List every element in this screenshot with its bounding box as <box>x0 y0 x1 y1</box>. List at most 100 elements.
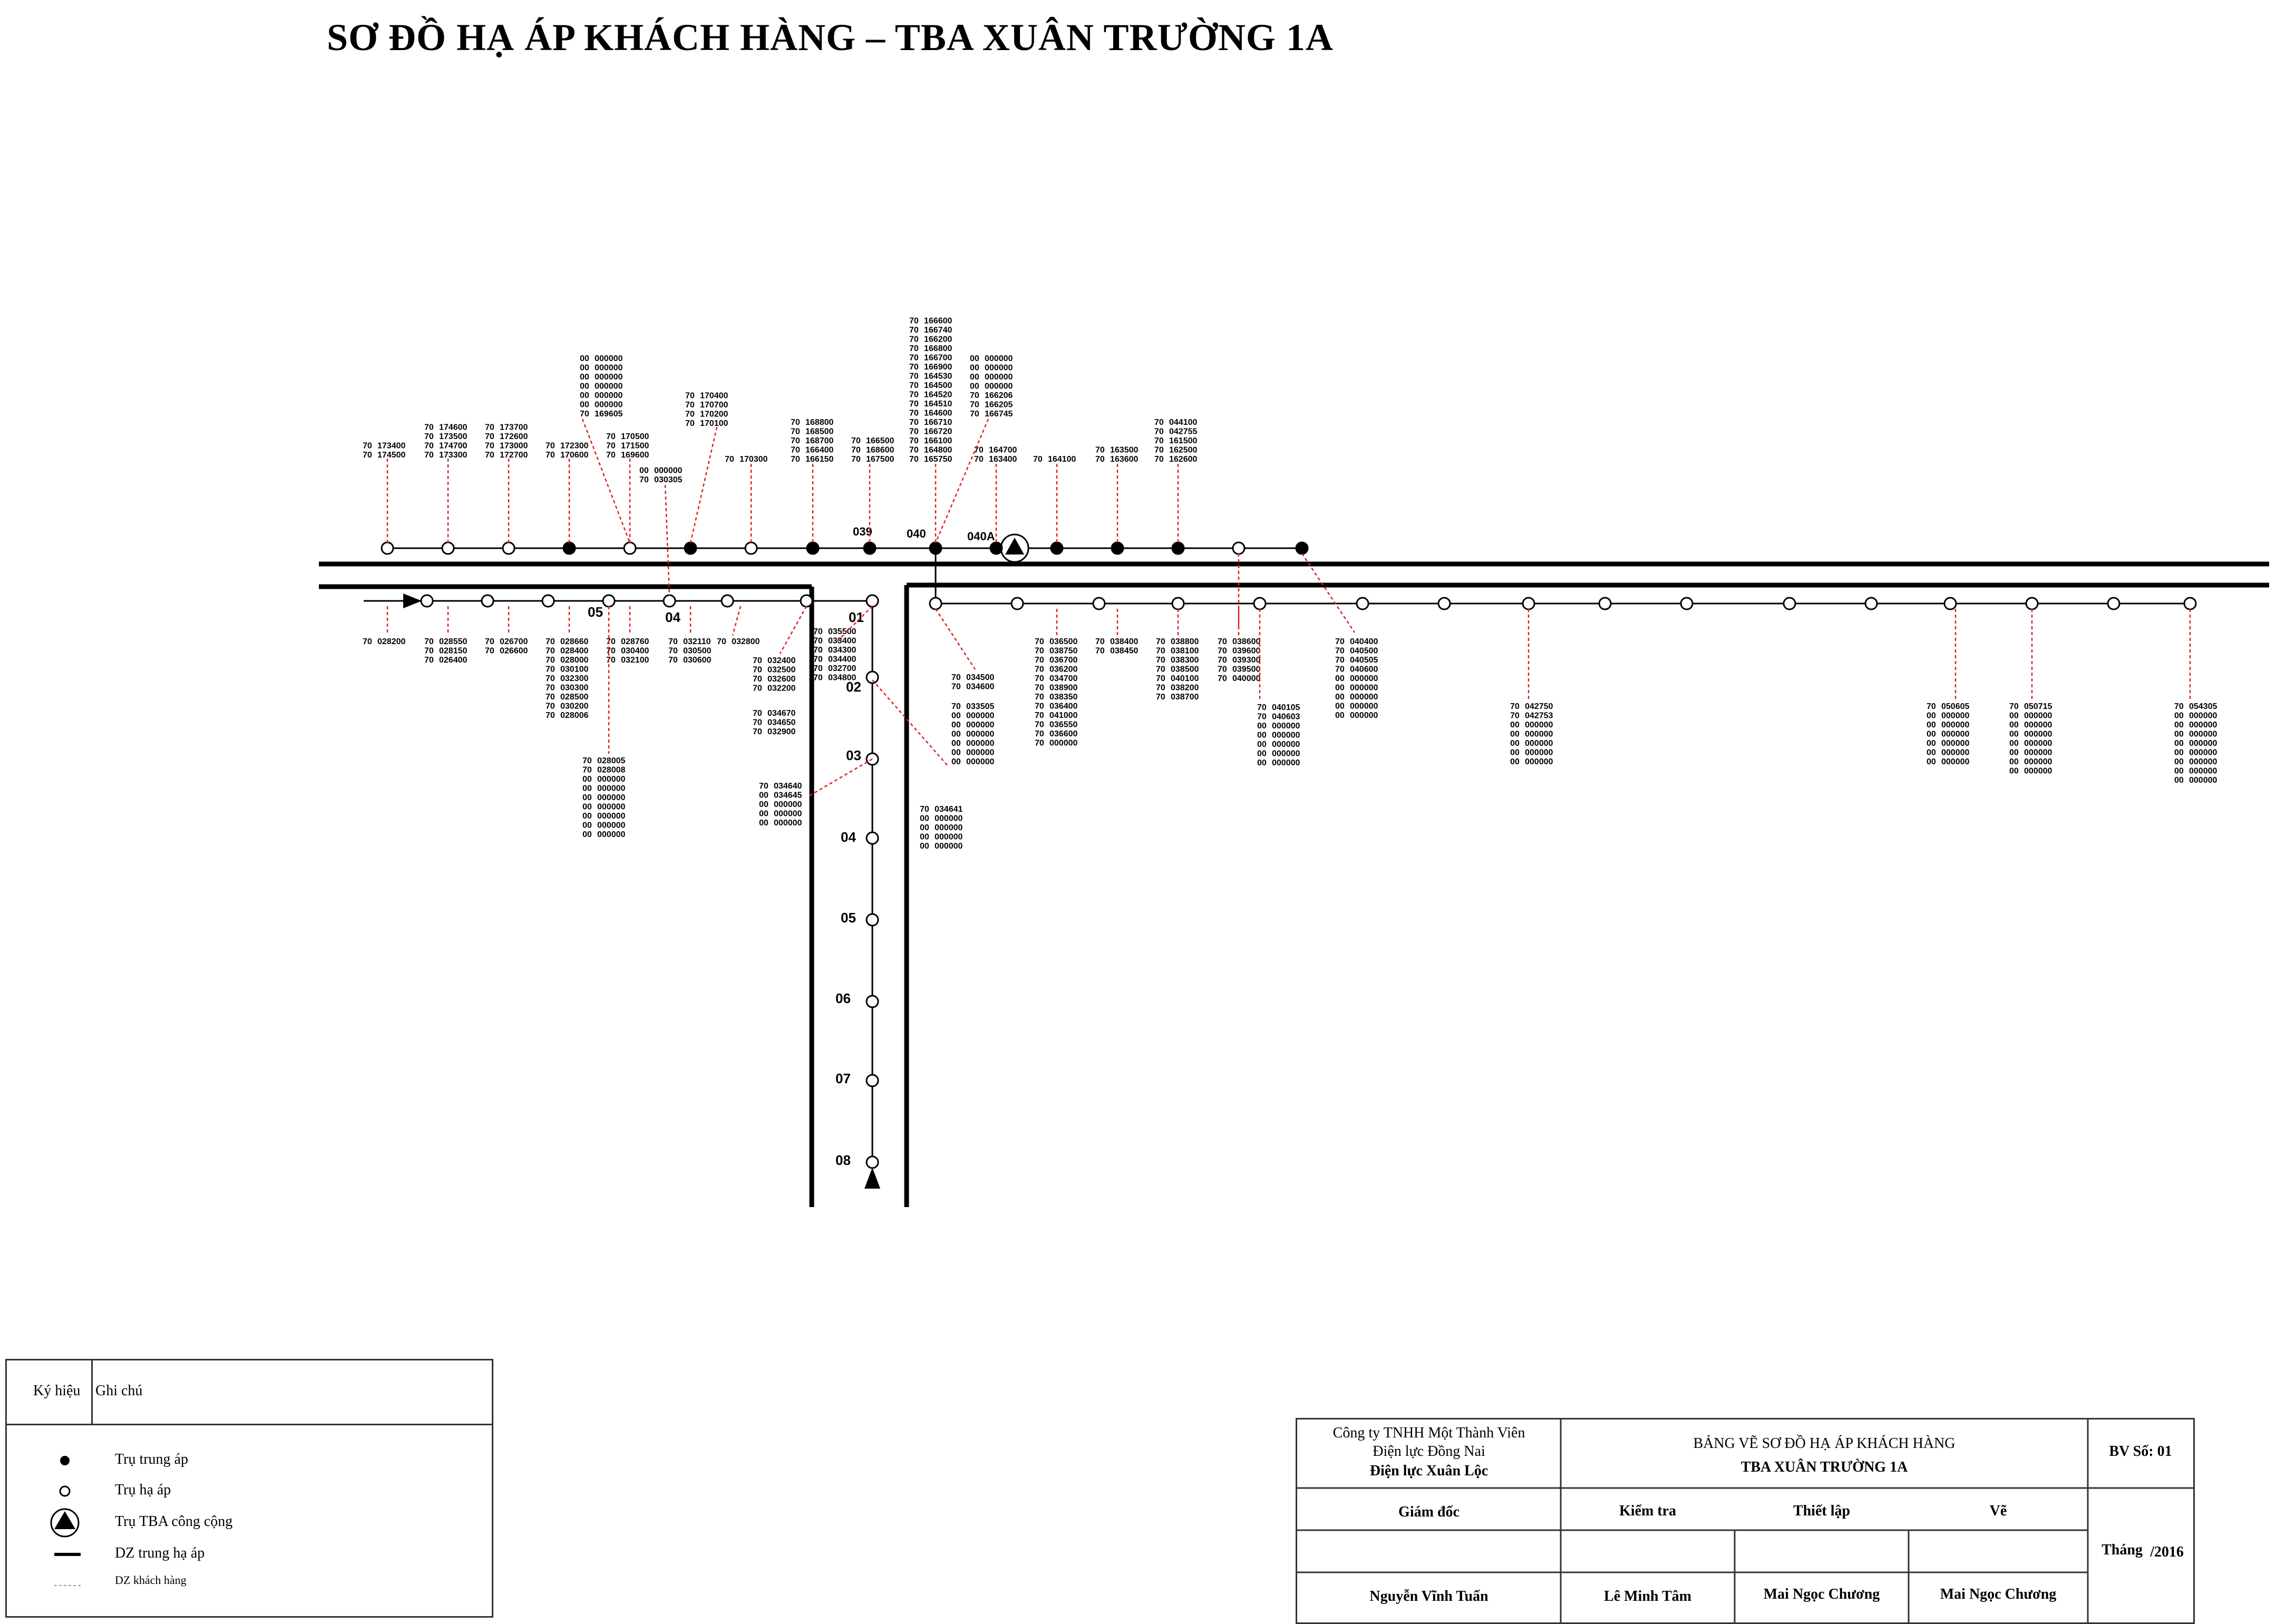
meter-prefix: 70 <box>606 647 616 656</box>
meter-code: 000000 <box>774 819 802 828</box>
meter-prefix: 70 <box>1154 427 1164 436</box>
meter-prefix: 70 <box>1035 637 1044 646</box>
mv-line-icon <box>54 1553 81 1556</box>
mv-pole <box>562 541 576 555</box>
meter-code: 000000 <box>2189 730 2217 739</box>
meter-prefix: 70 <box>685 419 695 428</box>
meter-prefix: 00 <box>1335 684 1345 693</box>
meter-code: 000000 <box>1525 739 1553 748</box>
meter-code: 173000 <box>500 442 528 451</box>
meter-prefix: 00 <box>1257 722 1267 731</box>
meter-code: 000000 <box>1525 721 1553 730</box>
meter-code: 032200 <box>767 684 795 693</box>
meter-code: 000000 <box>2189 767 2217 776</box>
meter-prefix: 70 <box>424 423 434 432</box>
meter-code: 166206 <box>985 391 1013 400</box>
meter-prefix: 00 <box>2174 721 2184 730</box>
meter-prefix: 70 <box>1035 721 1044 730</box>
meter-code: 000000 <box>597 784 625 793</box>
meter-prefix: 00 <box>759 819 769 828</box>
meter-prefix: 70 <box>606 656 616 665</box>
meter-prefix: 70 <box>909 400 919 409</box>
pole-label-039: 039 <box>853 525 872 538</box>
meter-prefix: 70 <box>1154 418 1164 427</box>
meter-prefix: 00 <box>1510 730 1520 739</box>
meter-code: 172600 <box>500 432 528 441</box>
meter-code: 000000 <box>1941 748 1969 757</box>
lv-pole <box>865 995 879 1008</box>
pole-label-05: 05 <box>588 604 603 620</box>
meter-prefix: 70 <box>485 423 494 432</box>
meter-code: 172300 <box>560 442 588 451</box>
meter-code: 000000 <box>2024 739 2052 748</box>
meter-prefix: 00 <box>920 833 929 842</box>
meter-code: 162500 <box>1169 446 1197 455</box>
meter-prefix: 70 <box>909 427 919 436</box>
meter-prefix: 00 <box>1510 739 1520 748</box>
meter-code: 000000 <box>1941 712 1969 721</box>
meter-prefix: 70 <box>813 637 823 646</box>
meter-code: 000000 <box>966 730 994 739</box>
meter-code: 000000 <box>2024 767 2052 776</box>
meter-prefix: 70 <box>909 335 919 344</box>
meter-code: 050605 <box>1941 702 1969 711</box>
meter-prefix: 00 <box>1927 730 1936 739</box>
customer-drop-line <box>872 679 949 767</box>
meter-code: 036700 <box>1049 656 1077 665</box>
meter-prefix: 00 <box>970 364 979 373</box>
meter-code: 038450 <box>1110 647 1138 656</box>
customer-drop-line <box>1301 553 1356 633</box>
customer-drop-line <box>809 758 873 797</box>
meter-prefix: 70 <box>546 656 555 665</box>
name-check: Lê Minh Tâm <box>1604 1588 1691 1604</box>
pole-label-040a: 040A <box>967 530 995 543</box>
meter-code: 000000 <box>597 775 625 784</box>
meter-prefix: 70 <box>753 656 762 665</box>
meter-prefix: 70 <box>851 446 861 455</box>
meter-prefix: 70 <box>2009 702 2019 711</box>
meter-code: 028000 <box>560 656 588 665</box>
meter-code: 034400 <box>828 655 856 664</box>
meter-prefix: 70 <box>1035 711 1044 720</box>
meter-code: 030500 <box>683 647 711 656</box>
meter-prefix: 00 <box>580 364 589 373</box>
meter-prefix: 70 <box>485 647 494 656</box>
customer-drop-line <box>935 608 976 670</box>
meter-code: 032100 <box>621 656 649 665</box>
meter-prefix: 70 <box>546 647 555 656</box>
meter-code: 028005 <box>597 756 625 765</box>
meter-code: 166800 <box>924 344 952 353</box>
meter-code: 166205 <box>985 401 1013 410</box>
lv-pole-icon <box>59 1485 71 1497</box>
meter-prefix: 70 <box>920 805 929 814</box>
meter-code: 032800 <box>732 637 760 646</box>
meter-prefix: 70 <box>1095 455 1105 464</box>
label-director: Giám đốc <box>1398 1504 1460 1520</box>
meter-prefix: 70 <box>909 455 919 464</box>
mv-pole <box>1295 541 1309 555</box>
meter-code: 163400 <box>989 455 1017 464</box>
lv-pole <box>1092 597 1106 610</box>
lv-pole <box>1232 541 1246 555</box>
meter-prefix: 70 <box>546 637 555 646</box>
meter-code: 054305 <box>2189 702 2217 711</box>
meter-prefix: 00 <box>580 373 589 382</box>
meter-prefix: 70 <box>1156 665 1165 674</box>
meter-code: 000000 <box>985 382 1013 391</box>
meter-prefix: 00 <box>1927 739 1936 748</box>
meter-prefix: 70 <box>813 627 823 636</box>
lv-pole <box>2025 597 2039 610</box>
meter-prefix: 00 <box>2174 712 2184 721</box>
meter-code: 032500 <box>767 666 795 675</box>
meter-prefix: 70 <box>2174 702 2184 711</box>
legend-label: Trụ hạ áp <box>115 1482 171 1498</box>
meter-code: 036400 <box>1049 702 1077 711</box>
meter-code: 028400 <box>560 647 588 656</box>
meter-prefix: 70 <box>909 436 919 445</box>
meter-prefix: 00 <box>1257 740 1267 749</box>
meter-prefix: 00 <box>580 401 589 410</box>
meter-code: 163500 <box>1110 446 1138 455</box>
meter-prefix: 00 <box>582 821 592 830</box>
label-check: Kiểm tra <box>1619 1503 1677 1519</box>
meter-prefix: 70 <box>1156 693 1165 702</box>
